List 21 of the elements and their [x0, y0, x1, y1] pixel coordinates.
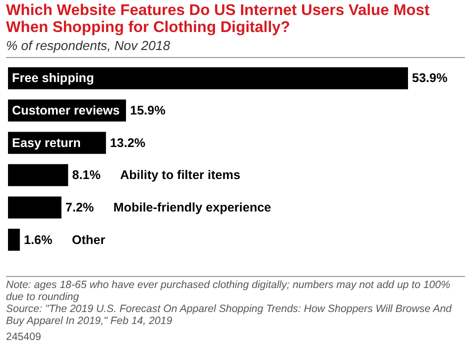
text: Note: ages 18-65 who have ever purchased clothing digitally; numbers may not add up to 100% due to rounding: [6, 279, 452, 303]
y-tick-label: Ability to filter items: [120, 168, 240, 182]
data-label: 1.6%: [24, 232, 52, 247]
y-tick-label: Easy return: [12, 136, 81, 150]
source-note: Source: "The 2019 U.S. Forecast On Apparel Shopping Trends: How Shoppers Will Browse And Buy Apparel In 2019," Feb 14, 2019: [6, 303, 453, 327]
y-tick-label: Free shipping: [12, 71, 94, 86]
data-label: 8.1%: [72, 168, 101, 182]
data-label: 7.2%: [65, 200, 94, 214]
bar: [8, 164, 68, 186]
y-tick-label: Customer reviews: [12, 104, 120, 118]
text: 245409: [6, 331, 42, 342]
data-label: 53.9%: [412, 71, 448, 86]
y-tick-label: Mobile-friendly experience: [113, 200, 272, 214]
bar: [8, 228, 20, 251]
chart-subtitle: % of respondents, Nov 2018: [6, 38, 172, 53]
data-label: 13.2%: [110, 136, 146, 150]
data-label: 15.9%: [130, 104, 166, 118]
y-tick-label: Other: [72, 232, 106, 247]
chart-title: Which Website Features Do US Internet Users Value Most When Shopping for Clothing Digitally?: [6, 2, 430, 36]
bar: [8, 67, 408, 90]
bar: [8, 196, 62, 218]
